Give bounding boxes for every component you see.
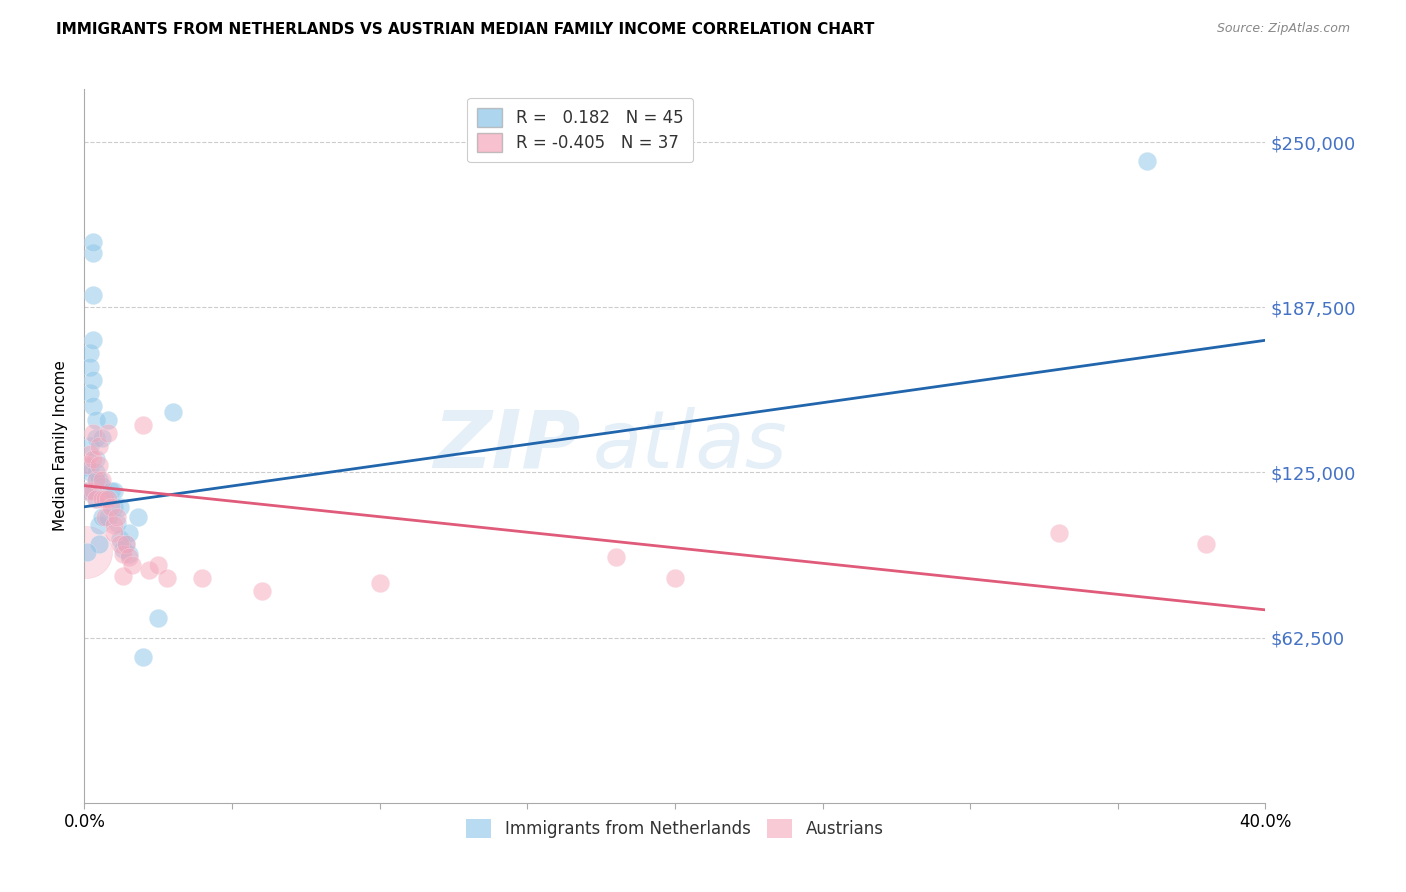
Text: atlas: atlas [592,407,787,485]
Point [79,439,101,453]
Point [97,491,120,506]
Point [79,447,101,461]
Point [111,542,134,557]
Point [108,532,131,546]
Point [76,545,98,559]
Point [97,510,120,524]
Legend: Immigrants from Netherlands, Austrians: Immigrants from Netherlands, Austrians [460,812,890,845]
Point [100,500,122,514]
Point [105,516,128,530]
Point [91,478,114,492]
Point [368,576,391,591]
Text: Source: ZipAtlas.com: Source: ZipAtlas.com [1216,22,1350,36]
Point [111,547,134,561]
Point [105,510,128,524]
Y-axis label: Median Family Income: Median Family Income [53,360,69,532]
Point [82,246,104,260]
Point [76,460,98,475]
Point [191,571,214,585]
Point [76,483,98,498]
Point [76,483,98,498]
Point [103,483,125,498]
Point [108,500,131,514]
Point [94,489,117,503]
Point [79,483,101,498]
Point [84,431,107,445]
Point [1195,537,1218,551]
Point [76,458,98,472]
Point [84,452,107,467]
Point [156,571,179,585]
Text: IMMIGRANTS FROM NETHERLANDS VS AUSTRIAN MEDIAN FAMILY INCOME CORRELATION CHART: IMMIGRANTS FROM NETHERLANDS VS AUSTRIAN … [56,22,875,37]
Point [97,412,120,426]
Point [79,346,101,360]
Point [148,611,170,625]
Point [1136,153,1159,168]
Point [79,359,101,374]
Point [84,474,107,488]
Point [138,563,160,577]
Point [111,568,134,582]
Point [118,526,141,541]
Point [121,558,143,572]
Point [84,412,107,426]
Point [103,518,125,533]
Point [114,537,136,551]
Point [91,474,114,488]
Point [94,491,117,506]
Point [87,474,111,488]
Point [148,558,170,572]
Point [79,386,101,401]
Point [84,491,107,506]
Point [664,571,686,585]
Point [118,547,141,561]
Point [162,404,184,418]
Point [82,288,104,302]
Point [91,431,114,445]
Point [87,439,111,453]
Point [82,235,104,250]
Point [132,417,155,432]
Point [1047,526,1070,541]
Point [100,483,122,498]
Point [87,537,111,551]
Point [108,537,131,551]
Point [118,549,141,564]
Point [87,458,111,472]
Point [103,500,125,514]
Point [84,474,107,488]
Point [82,425,104,440]
Point [84,466,107,480]
Point [82,373,104,387]
Point [91,491,114,506]
Point [250,584,273,599]
Point [82,452,104,467]
Point [91,510,114,524]
Text: ZIP: ZIP [433,407,581,485]
Point [84,491,107,506]
Point [103,526,125,541]
Point [75,545,97,559]
Point [132,650,155,665]
Point [114,537,136,551]
Point [127,510,149,524]
Point [82,483,104,498]
Point [87,518,111,533]
Point [94,510,117,524]
Point [82,400,104,414]
Point [82,333,104,347]
Point [605,549,627,564]
Point [97,425,120,440]
Point [79,466,101,480]
